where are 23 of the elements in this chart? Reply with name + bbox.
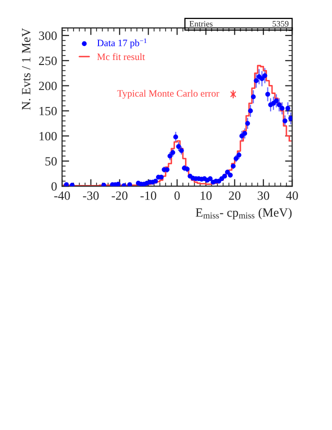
x-tick-label: 20 — [228, 191, 240, 200]
y-tick-label: 100 — [40, 132, 57, 140]
x-tick-label: 10 — [200, 191, 212, 200]
y-tick-label: 250 — [39, 56, 57, 66]
text: Entries — [189, 20, 213, 27]
x-tick-label: -40 — [54, 191, 70, 200]
series-label: Typical Monte Carlo error — [117, 90, 220, 99]
text: 5359 — [272, 20, 288, 27]
legend-label: Mc fit result — [97, 53, 145, 60]
x-tick-label: 0 — [174, 191, 180, 200]
x-tick-label: -10 — [140, 191, 156, 200]
y-tick-label: 50 — [45, 157, 57, 166]
x-tick-label: -30 — [82, 191, 99, 200]
y-tick-label: 150 — [40, 106, 57, 116]
x-tick-label: -20 — [112, 191, 128, 200]
y-tick-label: 200 — [39, 82, 57, 90]
y-axis-title: N. Evts / 1 MeV — [22, 28, 30, 110]
x-tick-label: 40 — [286, 191, 298, 200]
x-axis-title: E$_{miss}$- cp$_{miss}$ (MeV) — [196, 208, 292, 220]
legend-label: Data 17 pb$^{−1}$ — [97, 38, 146, 48]
y-tick-label: 300 — [39, 32, 57, 40]
y-tick-label: 0 — [51, 182, 57, 191]
x-tick-label: 30 — [258, 191, 270, 200]
